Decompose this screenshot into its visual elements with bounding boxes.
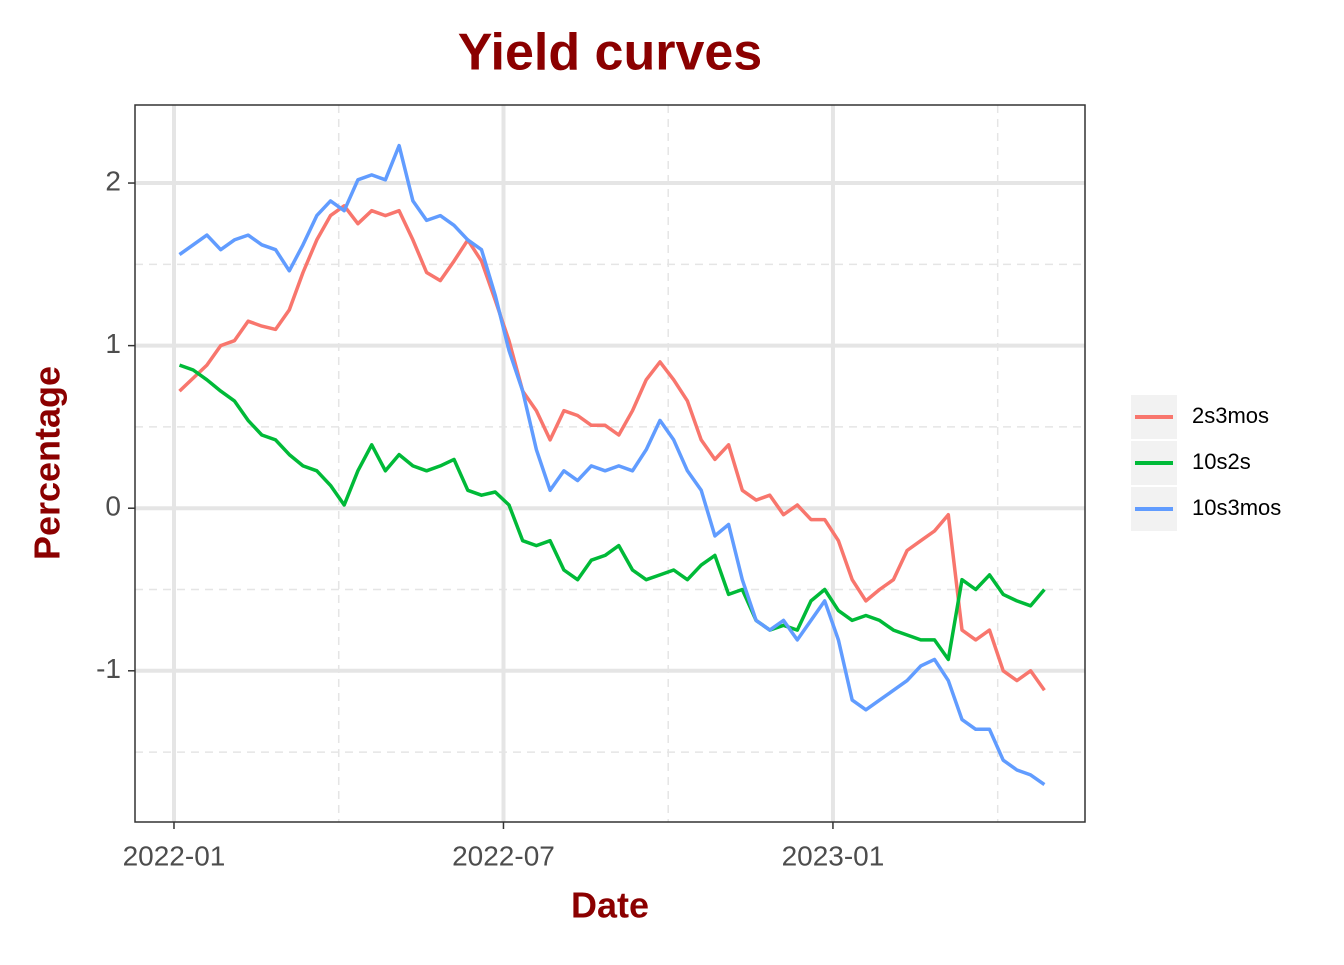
legend-label: 2s3mos	[1192, 403, 1269, 428]
y-tick-label: 1	[105, 328, 121, 359]
x-axis-label: Date	[571, 885, 649, 926]
y-tick-label: 0	[105, 491, 121, 522]
chart-title: Yield curves	[458, 24, 762, 82]
legend-label: 10s3mos	[1192, 495, 1281, 520]
x-tick-label: 2022-01	[123, 840, 226, 871]
line-series	[178, 204, 1046, 692]
x-tick-label: 2022-07	[452, 840, 555, 871]
legend-label: 10s2s	[1192, 449, 1251, 474]
line-series	[178, 363, 1046, 662]
line-series	[178, 143, 1046, 787]
x-tick-label: 2023-01	[782, 840, 885, 871]
y-tick-label: 2	[105, 165, 121, 196]
y-tick-label: -1	[96, 653, 121, 684]
y-axis-label: Percentage	[27, 366, 68, 560]
plot-border	[134, 104, 1086, 823]
